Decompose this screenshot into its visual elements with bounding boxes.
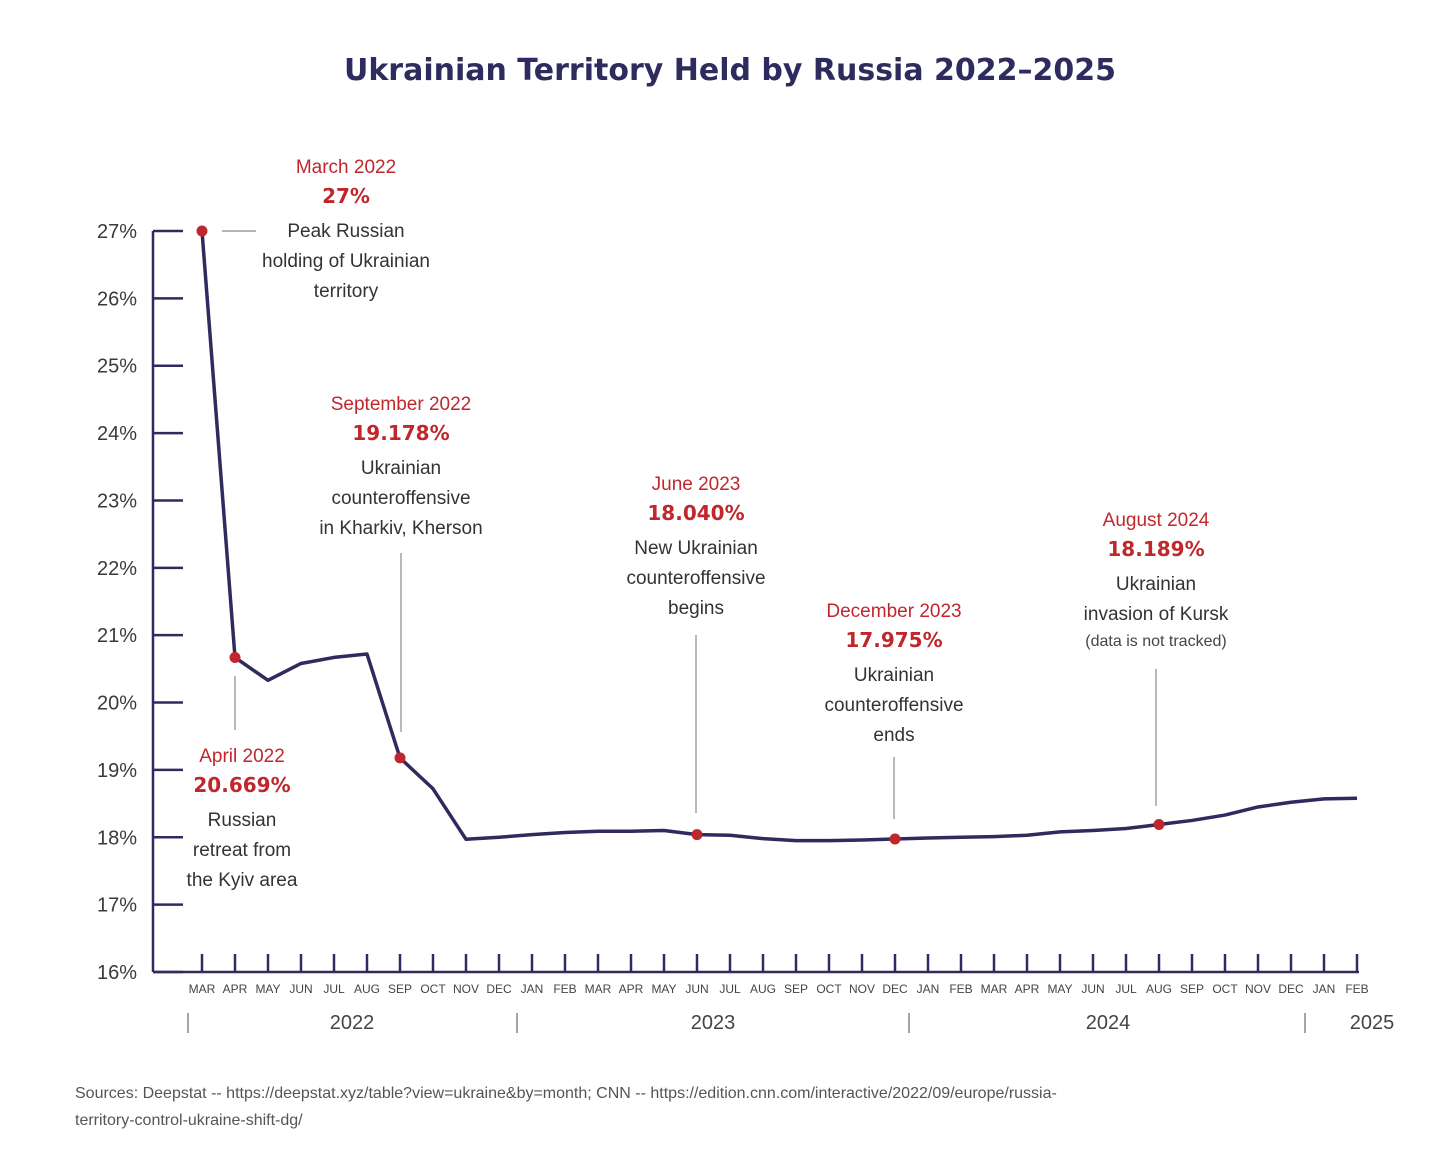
x-tick-label: MAR xyxy=(981,982,1008,996)
annotation-text: Ukrainian xyxy=(361,458,441,479)
y-tick-label: 23% xyxy=(97,490,137,512)
y-tick-label: 25% xyxy=(97,356,137,378)
x-tick-label: AUG xyxy=(1146,982,1172,996)
annotation-text: counteroffensive xyxy=(626,568,765,589)
annotations: March 2022 27% Peak Russian holding of Ukra… xyxy=(187,157,1229,891)
x-tick-label: NOV xyxy=(1245,982,1271,996)
y-tick-label: 24% xyxy=(97,423,137,445)
annotation-text: in Kharkiv, Kherson xyxy=(319,518,482,539)
x-tick-label: JAN xyxy=(521,982,544,996)
annotation-text: Peak Russian xyxy=(287,221,404,242)
x-tick-label: FEB xyxy=(553,982,576,996)
annotation-value: 18.040% xyxy=(647,501,744,525)
annotation-date: December 2023 xyxy=(826,601,961,622)
annotation-text: counteroffensive xyxy=(331,488,470,509)
x-tick-label: JUL xyxy=(323,982,345,996)
chart-title: Ukrainian Territory Held by Russia 2022–… xyxy=(344,53,1116,88)
x-tick-label: MAY xyxy=(651,982,676,996)
x-tick-label: JUN xyxy=(289,982,312,996)
annotation-note: (data is not tracked) xyxy=(1085,633,1226,650)
x-tick-label: JUL xyxy=(719,982,741,996)
annotation-value: 27% xyxy=(322,184,370,208)
annotation-text: Ukrainian xyxy=(1116,574,1196,595)
y-tick-label: 17% xyxy=(97,895,137,917)
annotation-text: invasion of Kursk xyxy=(1084,604,1229,625)
year-label: 2025 xyxy=(1350,1012,1395,1034)
annotation-text: holding of Ukrainian xyxy=(262,251,430,272)
y-tick-label: 26% xyxy=(97,288,137,310)
x-tick-label: JAN xyxy=(917,982,940,996)
year-label: 2022 xyxy=(330,1012,375,1034)
y-tick-label: 18% xyxy=(97,827,137,849)
annotation-date: March 2022 xyxy=(296,157,396,178)
annotation-text: retreat from xyxy=(193,840,291,861)
x-tick-label: MAY xyxy=(255,982,280,996)
x-tick-label: FEB xyxy=(949,982,972,996)
y-tick-label: 21% xyxy=(97,625,137,647)
y-tick-label: 27% xyxy=(97,221,137,243)
x-tick-label: JAN xyxy=(1313,982,1336,996)
highlight-point xyxy=(889,833,901,845)
y-tick-label: 16% xyxy=(97,962,137,984)
annotation-text: begins xyxy=(668,598,724,619)
y-tick-label: 22% xyxy=(97,558,137,580)
year-label: 2024 xyxy=(1086,1012,1131,1034)
year-label: 2023 xyxy=(691,1012,736,1034)
x-tick-label: MAY xyxy=(1047,982,1072,996)
x-tick-label: APR xyxy=(223,982,248,996)
x-tick-label: APR xyxy=(1015,982,1040,996)
highlight-point xyxy=(229,651,241,663)
highlight-point xyxy=(196,225,208,237)
annotation-text: territory xyxy=(314,281,379,302)
x-tick-label: DEC xyxy=(1278,982,1304,996)
annotation-date: August 2024 xyxy=(1103,510,1210,531)
x-tick-label: MAR xyxy=(585,982,612,996)
x-tick-label: APR xyxy=(619,982,644,996)
x-tick-label: OCT xyxy=(1212,982,1238,996)
x-tick-label: MAR xyxy=(189,982,216,996)
annotation-date: April 2022 xyxy=(199,746,285,767)
x-tick-label: OCT xyxy=(420,982,446,996)
highlight-point xyxy=(1153,819,1165,831)
y-tick-label: 20% xyxy=(97,693,137,715)
source-line-2: territory-control-ukraine-shift-dg/ xyxy=(75,1112,303,1129)
highlight-points xyxy=(196,225,1165,845)
series-line xyxy=(200,230,1358,843)
highlight-point xyxy=(394,752,406,764)
x-tick-label: JUL xyxy=(1115,982,1137,996)
annotation-text: Russian xyxy=(208,810,277,831)
highlight-point xyxy=(691,829,703,841)
annotation-leaders xyxy=(222,230,1157,819)
annotation-text: the Kyiv area xyxy=(187,870,298,891)
x-tick-label: AUG xyxy=(354,982,380,996)
annotation-value: 19.178% xyxy=(352,421,449,445)
annotation-value: 17.975% xyxy=(845,628,942,652)
x-tick-label: SEP xyxy=(784,982,808,996)
x-tick-label: DEC xyxy=(486,982,512,996)
x-tick-label: SEP xyxy=(388,982,412,996)
axes: 16% 17% 18% 19% 20% 21% 22% 23% 24% 25% 26% 27% MAR A… xyxy=(97,221,1394,1034)
annotation-text: New Ukrainian xyxy=(634,538,758,559)
x-tick-label: AUG xyxy=(750,982,776,996)
annotation-text: Ukrainian xyxy=(854,665,934,686)
annotation-value: 18.189% xyxy=(1107,537,1204,561)
annotation-value: 20.669% xyxy=(193,773,290,797)
x-tick-label: NOV xyxy=(849,982,875,996)
x-tick-label: NOV xyxy=(453,982,479,996)
source-line-1: Sources: Deepstat -- https://deepstat.xy… xyxy=(75,1085,1057,1102)
annotation-text: counteroffensive xyxy=(824,695,963,716)
x-tick-label: JUN xyxy=(685,982,708,996)
y-tick-label: 19% xyxy=(97,760,137,782)
x-tick-label: SEP xyxy=(1180,982,1204,996)
x-tick-label: FEB xyxy=(1345,982,1368,996)
x-tick-label: DEC xyxy=(882,982,908,996)
annotation-date: September 2022 xyxy=(331,394,472,415)
x-tick-label: JUN xyxy=(1081,982,1104,996)
annotation-date: June 2023 xyxy=(652,474,741,495)
x-tick-label: OCT xyxy=(816,982,842,996)
annotation-text: ends xyxy=(873,725,914,746)
